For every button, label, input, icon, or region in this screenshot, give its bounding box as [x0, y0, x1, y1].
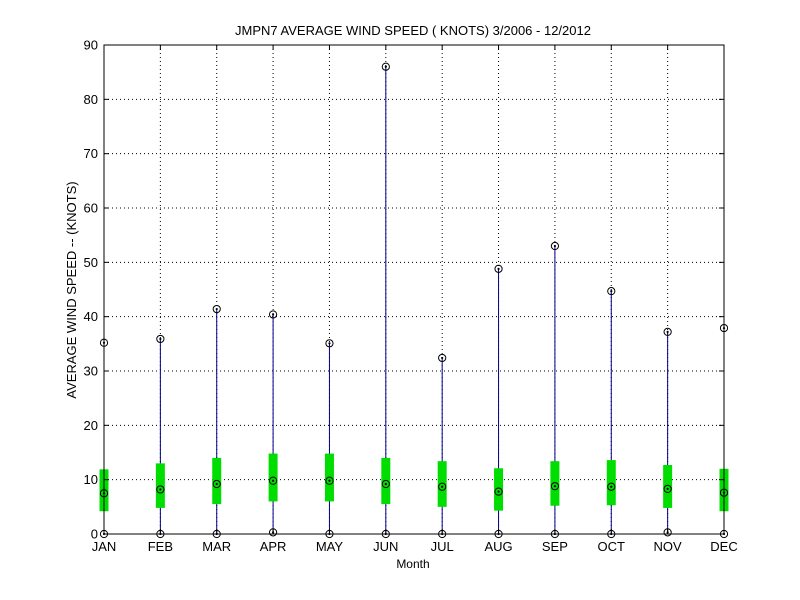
x-tick-label: MAR — [202, 539, 231, 554]
x-axis-label: Month — [396, 557, 429, 571]
plot-area-frame — [103, 44, 725, 535]
x-tick-label: NOV — [654, 539, 683, 554]
max-marker — [663, 327, 672, 336]
iqr-box — [212, 457, 222, 505]
mean-marker-dot — [271, 479, 275, 482]
mean-marker-dot — [666, 487, 669, 491]
x-tick-label: JUN — [373, 539, 398, 554]
x-tick-label: SEP — [542, 539, 568, 554]
y-tick-label: 10 — [84, 472, 98, 487]
x-tick-label: JAN — [92, 539, 117, 554]
max-marker-dot — [441, 356, 444, 360]
mean-marker-dot — [328, 479, 331, 482]
mean-marker-dot — [610, 485, 613, 488]
max-marker-dot — [271, 313, 275, 316]
mean-marker-dot — [159, 488, 162, 491]
y-tick-label: 70 — [84, 146, 98, 161]
iqr-box — [437, 461, 447, 507]
mean-marker — [381, 479, 390, 489]
max-marker — [607, 287, 616, 296]
x-tick-label: FEB — [148, 539, 173, 554]
max-marker — [438, 353, 447, 363]
iqr-box — [381, 457, 391, 505]
box-layer — [99, 62, 729, 539]
max-marker-dot — [159, 337, 162, 341]
chart-title: JMPN7 AVERAGE WIND SPEED ( KNOTS) 3/2006… — [235, 23, 591, 38]
y-tick-label: 40 — [84, 309, 98, 324]
iqr-box — [494, 468, 504, 511]
x-tick-label: APR — [260, 539, 287, 554]
min-marker — [268, 528, 278, 537]
max-marker-dot — [384, 65, 387, 68]
min-marker — [663, 528, 672, 537]
mean-marker — [212, 479, 221, 489]
mean-marker — [607, 482, 616, 491]
max-marker — [325, 339, 334, 348]
y-tick-label: 0 — [91, 527, 98, 542]
tick-layer: 0 10 20 30 40 50 60 70 80 90 JAN FEB MAR APR MAY JUN JUL… — [84, 38, 738, 555]
x-tick-label: OCT — [598, 539, 626, 554]
max-marker-dot — [497, 267, 500, 270]
mean-marker — [268, 476, 278, 485]
iqr-box — [663, 464, 673, 508]
y-axis-label: AVERAGE WIND SPEED -- (KNOTS) — [64, 181, 79, 398]
mean-marker — [663, 484, 672, 494]
mean-marker — [156, 485, 165, 494]
mean-marker-dot — [215, 482, 218, 486]
x-tick-label: JUL — [431, 539, 454, 554]
x-tick-label: AUG — [484, 539, 512, 554]
mean-marker-dot — [384, 482, 387, 486]
x-tick-label: DEC — [710, 539, 737, 554]
y-tick-label: 80 — [84, 92, 98, 107]
y-tick-label: 50 — [84, 255, 98, 270]
max-marker — [494, 264, 503, 273]
mean-marker-dot — [441, 485, 444, 488]
max-marker-dot — [610, 290, 613, 293]
max-marker — [550, 241, 560, 251]
y-tick-label: 20 — [84, 418, 98, 433]
max-marker — [381, 62, 390, 71]
y-tick-label: 90 — [84, 38, 98, 53]
mean-marker — [550, 482, 560, 491]
iqr-box — [550, 461, 560, 506]
max-marker — [212, 304, 221, 314]
x-tick-label: MAY — [316, 539, 344, 554]
max-marker-dot — [215, 307, 218, 311]
mean-marker — [494, 487, 503, 496]
max-marker-dot — [666, 330, 669, 333]
max-marker — [268, 310, 278, 319]
max-marker-dot — [553, 244, 557, 248]
mean-marker-dot — [497, 490, 500, 493]
mean-marker-dot — [553, 485, 557, 488]
y-tick-label: 30 — [84, 364, 98, 379]
max-marker — [156, 334, 165, 344]
max-marker-dot — [328, 342, 331, 345]
mean-marker — [438, 482, 447, 491]
y-tick-label: 60 — [84, 201, 98, 216]
mean-marker — [325, 476, 334, 485]
